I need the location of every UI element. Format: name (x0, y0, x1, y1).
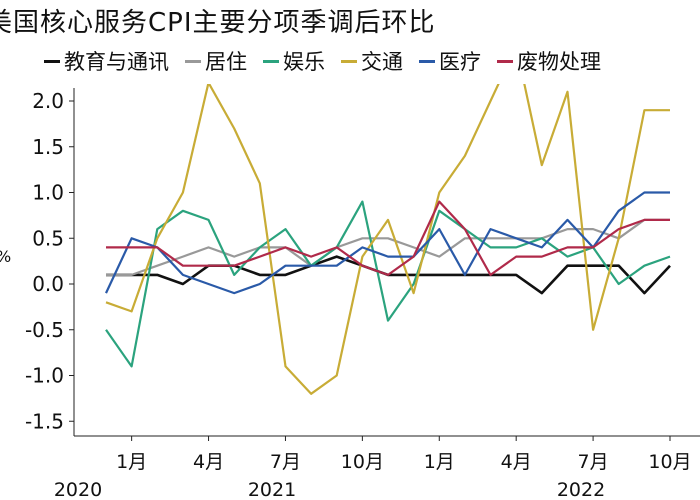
x-tick-label: 1月 (116, 451, 147, 473)
chart-title: 美国核心服务CPI主要分项季调后环比 (0, 8, 436, 38)
series-line (105, 200, 671, 368)
year-label: 2021 (248, 479, 296, 500)
chart-legend: 教育与通讯 居住 娱乐 交通 医疗 废物处理 (44, 46, 601, 76)
legend-label: 交通 (361, 50, 403, 74)
x-tick-label: 4月 (193, 451, 224, 473)
legend-label: 居住 (205, 50, 247, 74)
y-tick-label: 1.0 (32, 181, 64, 205)
legend-label: 医疗 (439, 50, 481, 74)
x-tick-label: 10月 (341, 451, 384, 473)
y-tick-label: -0.5 (25, 318, 64, 342)
legend-swatch (419, 59, 435, 63)
legend-label: 废物处理 (517, 50, 601, 74)
y-tick-label: 0.5 (32, 226, 64, 250)
legend-item: 废物处理 (497, 46, 601, 76)
y-axis-label: % (0, 247, 11, 266)
legend-item: 医疗 (419, 46, 481, 76)
legend-item: 教育与通讯 (44, 46, 169, 76)
y-tick-label: 2.0 (32, 89, 64, 113)
y-tick-label: 0.0 (32, 272, 64, 296)
legend-swatch (44, 59, 60, 63)
legend-item: 交通 (341, 46, 403, 76)
y-tick-label: -1.0 (25, 364, 64, 388)
legend-item: 居住 (185, 46, 247, 76)
series-line (106, 200, 670, 276)
legend-label: 娱乐 (283, 50, 325, 74)
x-tick-label: 1月 (424, 451, 455, 473)
legend-swatch (497, 59, 513, 63)
legend-swatch (263, 59, 279, 63)
y-tick-label: 1.5 (32, 135, 64, 159)
series-line (105, 84, 670, 395)
legend-swatch (341, 59, 357, 63)
series-line (105, 191, 670, 295)
x-tick-label: 4月 (501, 451, 532, 473)
x-tick-label: 7月 (578, 451, 609, 473)
year-label: 2022 (557, 479, 605, 500)
x-tick-label: 10月 (648, 451, 691, 473)
legend-swatch (185, 59, 201, 63)
x-tick-label: 7月 (270, 451, 301, 473)
legend-label: 教育与通讯 (64, 50, 169, 74)
year-label: 2020 (54, 479, 102, 500)
legend-item: 娱乐 (263, 46, 325, 76)
y-tick-label: -1.5 (25, 409, 64, 433)
